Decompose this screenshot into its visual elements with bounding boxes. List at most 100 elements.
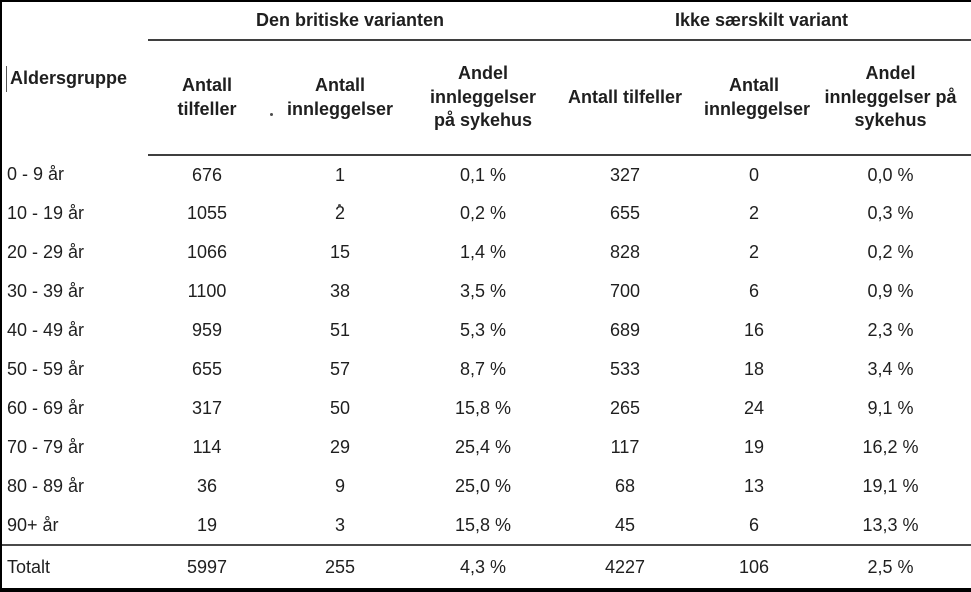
cell-value: 265	[609, 398, 641, 418]
cell-value: 533	[609, 359, 641, 379]
cell-value: 0,0 %	[867, 164, 914, 185]
cell-value: 2	[334, 203, 345, 223]
cell-value: 25,0 %	[454, 476, 512, 496]
cell-value: 16	[744, 320, 765, 340]
cell-value: 1055	[186, 203, 228, 223]
table-row: 30 - 39 år 1100 38 3,5 % 700 6 0,9 %	[2, 272, 971, 311]
group-header-no-distinct-variant: Ikke særskilt variant	[552, 2, 971, 41]
cell-value: 50	[329, 398, 351, 418]
cell-value: 15	[329, 242, 351, 262]
cell-value: 3,4 %	[867, 359, 914, 379]
cell-value: 2	[749, 242, 760, 262]
cell-value: 9	[334, 476, 345, 496]
row-label: 60 - 69 år	[7, 398, 85, 418]
table-row: 40 - 49 år 959 51 5,3 % 689 16 2,3 %	[2, 311, 971, 350]
cell-value: 2,3 %	[867, 320, 914, 340]
table-row: 80 - 89 år 36 9 25,0 % 68 13 19,1 %	[2, 467, 971, 506]
cell-value: 13	[744, 476, 765, 496]
cell-value: 5,3 %	[459, 320, 507, 340]
row-label: 80 - 89 år	[7, 476, 85, 496]
row-label: 20 - 29 år	[7, 242, 85, 262]
cell-value: 15,8 %	[454, 514, 512, 535]
cell-value: 2	[749, 203, 760, 223]
cell-value: 676	[191, 164, 223, 185]
cell-value: 117	[610, 437, 640, 457]
column-header-admissions-british: Antall innleggelser	[266, 40, 414, 156]
cell-value: 828	[609, 242, 641, 262]
group-header-row: Aldersgruppe Den britiske varianten Ikke…	[2, 2, 971, 92]
total-row: Totalt 5997 255 4,3 % 4227 106 2,5 %	[2, 544, 971, 588]
cell-value: 24	[744, 398, 765, 418]
cell-value: 8,7 %	[459, 359, 507, 379]
cell-value: 655	[191, 359, 223, 379]
row-label: 40 - 49 år	[7, 320, 85, 340]
row-label: 50 - 59 år	[7, 359, 85, 379]
table-row: 70 - 79 år 114 29 25,4 % 117 19 16,2 %	[2, 428, 971, 467]
cell-value: 19	[744, 437, 765, 457]
cell-value: 1066	[186, 242, 228, 262]
cell-value: 689	[609, 320, 641, 340]
row-label: 10 - 19 år	[7, 203, 85, 223]
total-cell-value: 106	[698, 544, 811, 588]
total-cell-value: 4,3 %	[414, 544, 553, 588]
column-header-admission-share-other: Andel innleggelser på sykehus	[810, 40, 971, 156]
cell-value: 18	[744, 359, 765, 379]
row-header-aldersgruppe: Aldersgruppe	[2, 2, 148, 155]
cell-value: 317	[191, 398, 223, 418]
row-label: 0 - 9 år	[7, 164, 65, 184]
total-cell-value: 5997	[148, 544, 266, 588]
row-label: 30 - 39 år	[7, 281, 85, 301]
column-header-admissions-other: Antall innleggelser	[698, 40, 810, 156]
cell-value: 655	[609, 203, 641, 223]
cell-value: 51	[329, 320, 351, 340]
row-label: 70 - 79 år	[7, 437, 85, 457]
total-row-label: Totalt	[2, 544, 148, 588]
cell-value: 19,1 %	[862, 476, 919, 496]
column-header-cases-british: Antall tilfeller	[148, 40, 266, 156]
total-cell-value: 255	[266, 544, 414, 588]
total-cell-value: 4227	[552, 544, 699, 588]
cell-value: 0,2 %	[867, 242, 914, 262]
cell-value: 114	[192, 437, 222, 457]
cell-value: 45	[615, 514, 636, 535]
cell-value: 0,3 %	[867, 203, 914, 223]
cell-value: 1,4 %	[459, 242, 507, 262]
cell-value: 36	[196, 476, 218, 496]
total-cell-value: 2,5 %	[810, 544, 971, 588]
table-row: 20 - 29 år 1066 15 1,4 % 828 2 0,2 %	[2, 233, 971, 272]
cell-value: 15,8 %	[454, 398, 512, 418]
cell-value: 327	[609, 164, 641, 185]
cell-value: 25,4 %	[454, 437, 512, 457]
cell-value: 0,9 %	[867, 281, 914, 301]
column-header-row: Antall tilfeller Antall innleggelser And…	[2, 40, 971, 156]
table-row: 60 - 69 år 317 50 15,8 % 265 24 9,1 %	[2, 389, 971, 428]
cell-value: 0,2 %	[459, 203, 507, 223]
table-row: 90+ år 19 3 15,8 % 45 6 13,3 %	[2, 506, 971, 545]
cell-value: 38	[329, 281, 351, 301]
cell-value: 0,1 %	[459, 164, 507, 185]
cell-value: 1	[334, 164, 345, 185]
cell-value: 68	[615, 476, 636, 496]
cell-value: 1100	[187, 281, 227, 301]
stray-dot-artifact	[270, 113, 273, 116]
cell-value: 13,3 %	[862, 514, 919, 535]
row-header-label: Aldersgruppe	[10, 67, 128, 88]
cell-value: 3,5 %	[459, 281, 507, 301]
column-header-admission-share-british: Andel innleggelser på sykehus	[414, 40, 553, 156]
cell-value: 16,2 %	[862, 437, 919, 457]
cell-value: 6	[749, 281, 760, 301]
cell-value: 6	[749, 514, 760, 535]
cell-value: 700	[609, 281, 641, 301]
text-cursor-artifact	[6, 65, 7, 92]
cell-value: 3	[334, 514, 345, 535]
cell-value: 19	[196, 514, 218, 535]
cell-value: 959	[191, 320, 223, 340]
cell-value: 9,1 %	[867, 398, 914, 418]
table-row: 0 - 9 år 676 1 0,1 % 327 0 0,0 %	[2, 155, 971, 194]
column-header-cases-other: Antall tilfeller	[552, 40, 699, 156]
row-label: 90+ år	[7, 514, 59, 535]
cell-value: 29	[329, 437, 351, 457]
table-row: 10 - 19 år 1055 2 0,2 % 655 2 0,3 %	[2, 194, 971, 233]
